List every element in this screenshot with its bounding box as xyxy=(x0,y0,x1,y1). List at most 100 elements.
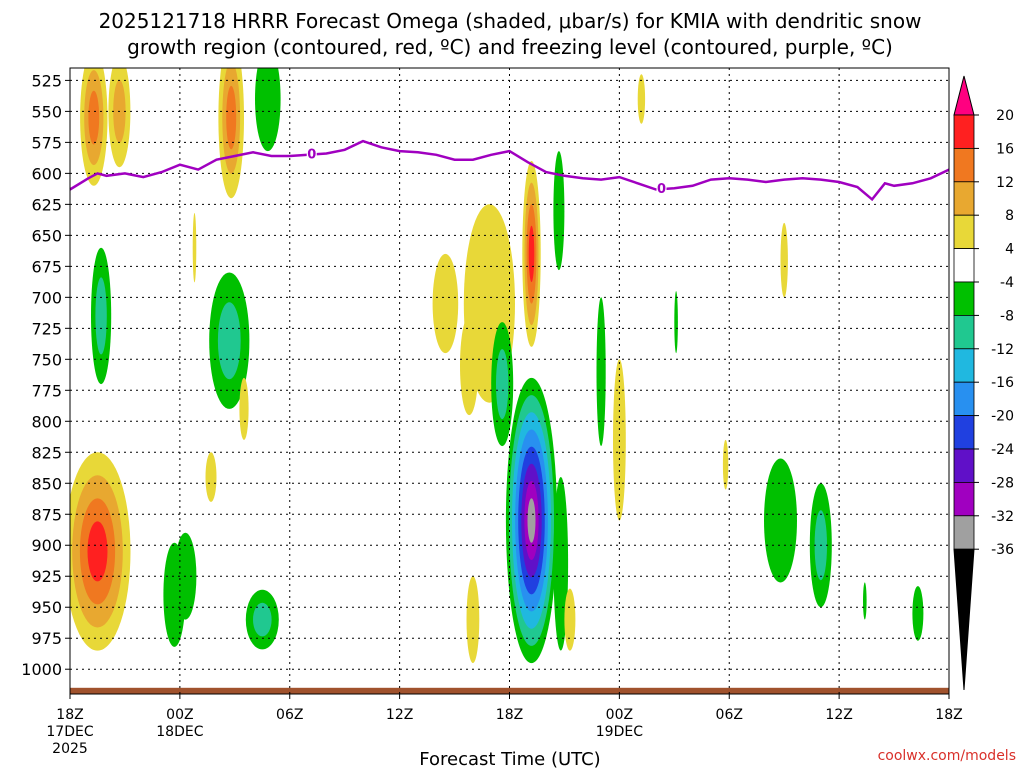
omega-contour-12 xyxy=(88,90,100,145)
omega-contour--8 xyxy=(217,302,241,380)
x-tick-date: 18DEC xyxy=(156,724,203,740)
y-tick-label: 850 xyxy=(31,474,62,493)
y-axis: 525 550 575 600 625 650 675 700 725 750 775 800 825 8… xyxy=(21,71,70,679)
omega-cell-31 xyxy=(912,586,924,641)
omega-contour-4 xyxy=(239,377,249,440)
colorbar-swatch-10 xyxy=(953,415,975,450)
freezing-level-line xyxy=(69,139,950,202)
y-tick-label: 900 xyxy=(31,536,62,555)
omega-cell-24 xyxy=(637,74,646,124)
omega-cell-20 xyxy=(564,588,576,651)
omega-contour-4 xyxy=(432,253,459,354)
ground-surface xyxy=(70,687,949,694)
colorbar-swatch-13 xyxy=(953,515,975,550)
freezing-level-label: 0 xyxy=(307,148,316,163)
omega-contour-16 xyxy=(528,225,535,282)
omega-cell-17 xyxy=(491,322,514,447)
omega-cell-26 xyxy=(722,439,729,490)
colorbar-label: -32 xyxy=(991,509,1014,525)
colorbar-swatch-11 xyxy=(953,448,975,483)
chart-title-line-1: 2025121718 HRRR Forecast Omega (shaded, … xyxy=(99,9,922,33)
colorbar-label: -24 xyxy=(991,442,1014,458)
colorbar-label: 8 xyxy=(1005,208,1014,224)
y-tick-label: 725 xyxy=(31,319,62,338)
x-tick-label: 06Z xyxy=(716,707,743,723)
omega-contour-4 xyxy=(460,315,479,416)
y-tick-label: 650 xyxy=(31,226,62,245)
omega-cell-22 xyxy=(596,297,606,447)
x-axis-title: Forecast Time (UTC) xyxy=(419,749,600,768)
y-tick-label: 550 xyxy=(31,102,62,121)
plot-area: 00 xyxy=(69,67,950,695)
colorbar-label: -4 xyxy=(1000,275,1014,291)
omega-contour-12 xyxy=(226,85,237,150)
omega-contour-4 xyxy=(192,213,197,283)
omega-cell-2 xyxy=(218,68,244,199)
omega-contour--32 xyxy=(527,498,536,543)
omega-contour--4 xyxy=(674,291,678,354)
omega-contour--8 xyxy=(95,277,107,355)
colorbar-label: 16 xyxy=(996,141,1014,157)
omega-cell-3 xyxy=(255,68,281,152)
freezing-level-label-bg xyxy=(656,180,667,197)
omega-cell-27 xyxy=(780,222,788,298)
colorbar-cap-top xyxy=(953,75,975,116)
x-tick-label: 00Z xyxy=(606,707,633,723)
x-tick-label: 18Z xyxy=(496,707,523,723)
omega-cell-13 xyxy=(460,315,479,416)
colorbar-label: -16 xyxy=(991,375,1014,391)
y-tick-label: 825 xyxy=(31,443,62,462)
y-tick-label: 525 xyxy=(31,71,62,90)
omega-cell-19 xyxy=(553,151,565,271)
grid-lines xyxy=(69,68,950,694)
y-tick-label: 875 xyxy=(31,505,62,524)
colorbar-swatch-12 xyxy=(953,481,975,517)
omega-contour--4 xyxy=(553,151,565,271)
omega-cell-9 xyxy=(239,377,249,440)
y-tick-label: 625 xyxy=(31,195,62,214)
colorbar-swatch-3 xyxy=(953,181,975,216)
y-tick-label: 575 xyxy=(31,133,62,152)
omega-cell-25 xyxy=(674,291,678,354)
y-tick-label: 975 xyxy=(31,629,62,648)
x-tick-label: 12Z xyxy=(825,707,852,723)
colorbar-label: 12 xyxy=(996,175,1014,191)
freezing-level-label: 0 xyxy=(657,182,666,197)
omega-contour--4 xyxy=(863,582,867,620)
colorbar-swatch-1 xyxy=(953,114,975,149)
colorbar-swatch-5 xyxy=(953,248,975,283)
omega-cell-14 xyxy=(432,253,459,354)
y-tick-label: 750 xyxy=(31,350,62,369)
omega-cell-8 xyxy=(205,452,217,502)
x-tick-year: 2025 xyxy=(52,741,88,757)
y-tick-label: 950 xyxy=(31,598,62,617)
x-tick-label: 12Z xyxy=(386,707,413,723)
colorbar-swatch-8 xyxy=(953,348,975,383)
colorbar-swatch-6 xyxy=(953,281,975,316)
colorbar-label: -20 xyxy=(991,409,1014,425)
colorbar-label: 4 xyxy=(1005,242,1014,258)
omega-cell-0 xyxy=(80,68,108,186)
colorbar-label: 20 xyxy=(996,108,1014,124)
omega-cell-5 xyxy=(91,247,112,385)
x-tick-label: 06Z xyxy=(276,707,303,723)
omega-cell-23 xyxy=(613,359,626,521)
colorbar-swatch-7 xyxy=(953,314,975,350)
omega-contour--4 xyxy=(596,297,606,447)
source-credit: coolwx.com/models xyxy=(878,748,1016,764)
colorbar-label: -28 xyxy=(991,475,1014,491)
colorbar-label: -36 xyxy=(991,542,1014,558)
x-tick-date: 17DEC xyxy=(46,724,93,740)
colorbar-swatch-4 xyxy=(953,214,975,249)
omega-cell-4 xyxy=(70,452,131,651)
omega-cell-11 xyxy=(192,213,197,283)
y-tick-label: 1000 xyxy=(21,660,62,679)
omega-cell-30 xyxy=(863,582,867,620)
colorbar-label: -8 xyxy=(1000,308,1014,324)
omega-cell-10 xyxy=(245,589,279,650)
omega-contour-4 xyxy=(722,439,729,490)
omega-colorbar-legend: 20 16 12 8 4 -4 -8 -12 -16 -20 -24 -28 -32 -36 xyxy=(953,75,1014,691)
x-tick-date: 19DEC xyxy=(596,724,643,740)
omega-cell-16 xyxy=(505,377,558,664)
